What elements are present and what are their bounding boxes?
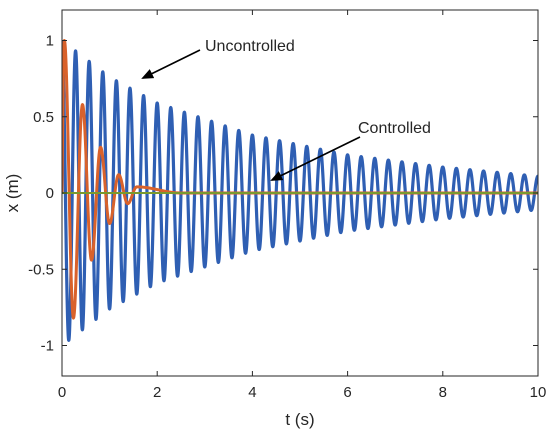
x-tick-label: 10 <box>530 384 547 401</box>
arrow-controlled <box>270 136 361 181</box>
x-tick-label: 6 <box>343 384 351 401</box>
y-tick-label: 1 <box>46 33 54 50</box>
annotation-controlled: Controlled <box>358 120 431 137</box>
series-layer <box>62 39 538 342</box>
x-tick-label: 4 <box>248 384 256 401</box>
y-tick-label: -0.5 <box>28 261 54 278</box>
y-tick-label: -1 <box>41 338 54 355</box>
arrow-uncontrolled <box>141 49 201 79</box>
tick-layer: 0 2 4 6 8 10 -1 -0.5 0 0.5 1 <box>28 10 546 401</box>
y-tick-label: 0.5 <box>33 109 54 126</box>
y-tick-label: 0 <box>46 185 54 202</box>
x-axis-label: t (s) <box>285 410 314 429</box>
annotation-layer: Uncontrolled Controlled <box>141 38 431 181</box>
series-uncontrolled-line <box>62 39 538 342</box>
x-tick-label: 8 <box>439 384 447 401</box>
series-controlled-line <box>62 39 538 320</box>
annotation-uncontrolled: Uncontrolled <box>205 38 295 55</box>
x-tick-label: 0 <box>58 384 66 401</box>
x-tick-label: 2 <box>153 384 161 401</box>
y-axis-label: x (m) <box>3 174 22 213</box>
